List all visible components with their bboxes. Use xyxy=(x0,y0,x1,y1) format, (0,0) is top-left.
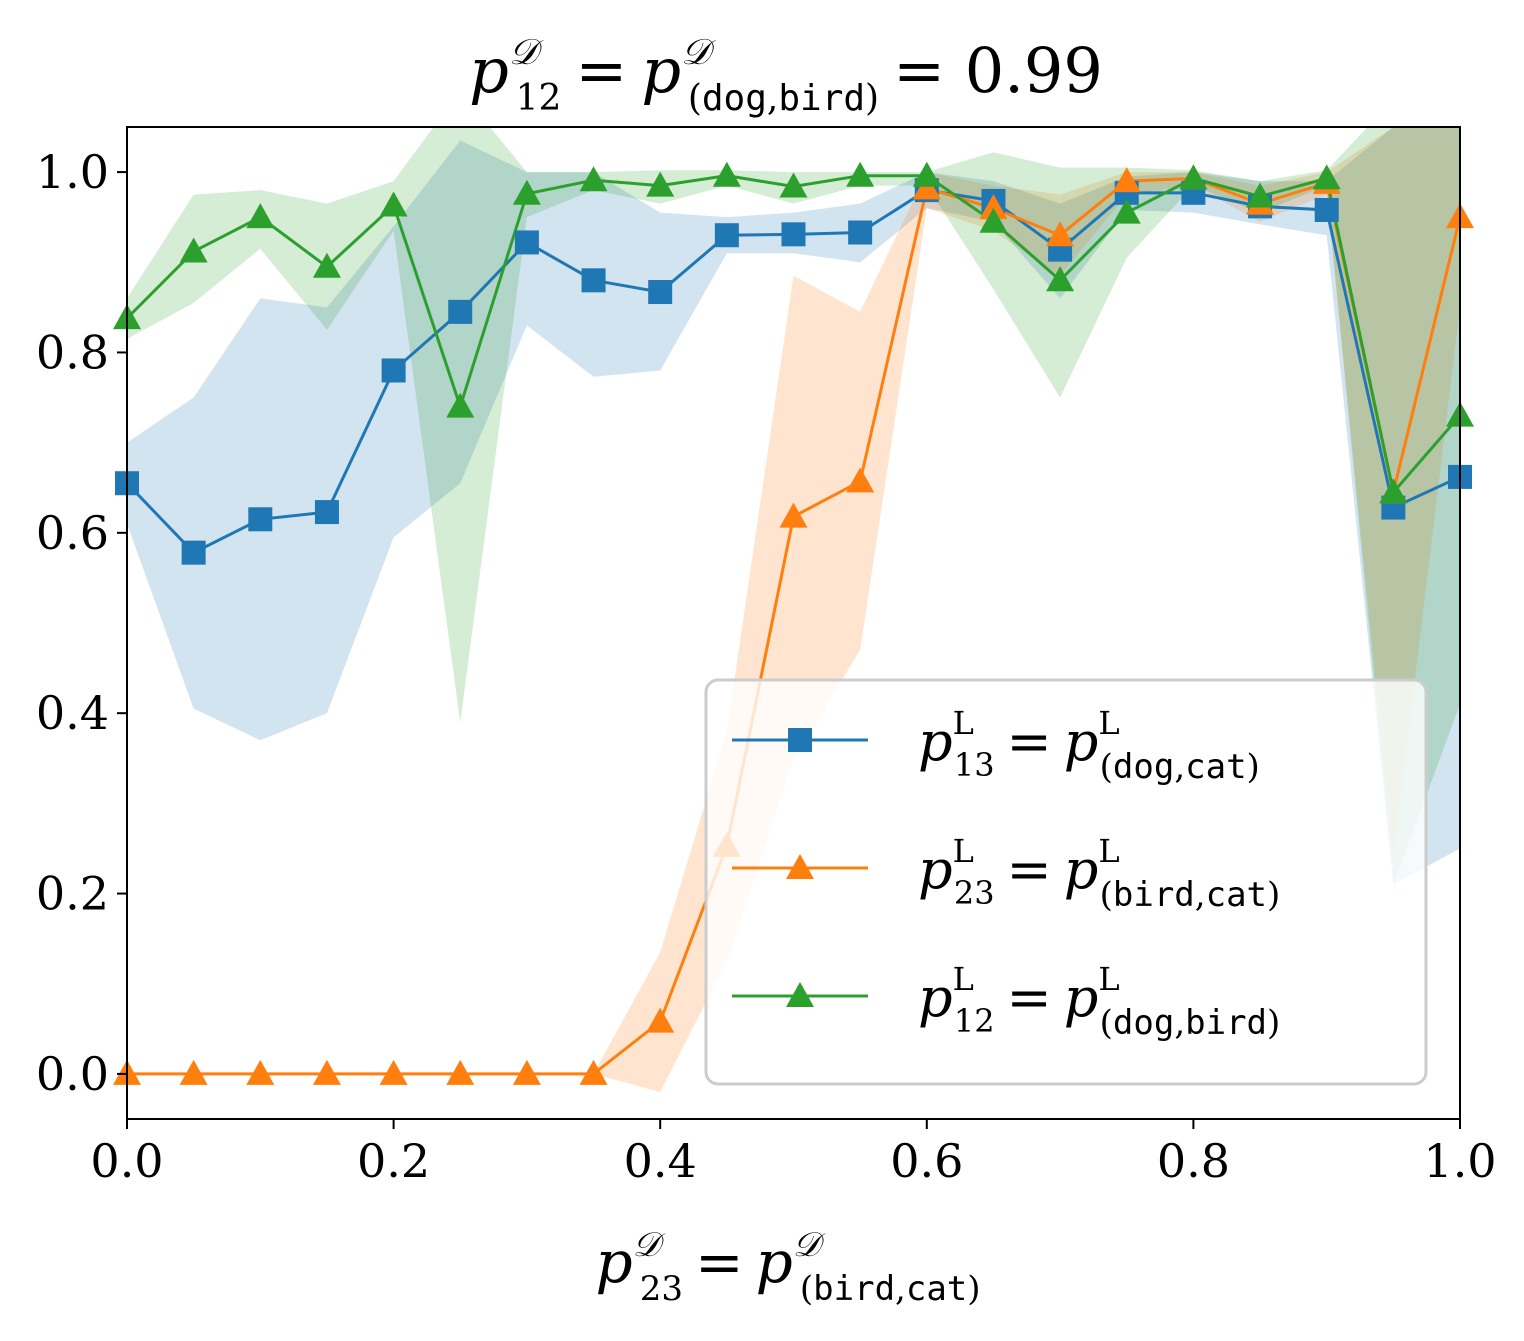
data-point xyxy=(379,1059,408,1085)
data-point xyxy=(646,1007,675,1033)
data-point xyxy=(246,203,275,229)
chart-title: p𝒟 12 = p𝒟 (dog,bird) = 0.99 xyxy=(469,32,1103,119)
x-tick-label: 0.4 xyxy=(624,1134,697,1188)
series-markers xyxy=(113,161,1474,1085)
data-point xyxy=(381,358,406,383)
legend-label: pL 12 = pL (dog,bird) xyxy=(918,960,1280,1043)
data-point xyxy=(1112,167,1141,193)
axes-frame xyxy=(126,126,1461,1120)
data-point xyxy=(579,1059,608,1085)
data-point xyxy=(448,299,473,324)
y-tick-label: 1.0 xyxy=(36,145,109,199)
y-tick-label: 0.4 xyxy=(36,686,109,740)
legend-label: pL 13 = pL (dog,cat) xyxy=(918,704,1260,787)
data-point xyxy=(312,1059,341,1085)
data-point xyxy=(712,161,741,187)
confidence-band-1 xyxy=(127,127,1460,1092)
data-point xyxy=(912,161,941,187)
x-tick-label: 0.8 xyxy=(1157,1134,1230,1188)
data-point xyxy=(314,500,339,525)
legend-label: pL 23 = pL (bird,cat) xyxy=(918,832,1280,915)
data-point xyxy=(714,223,739,248)
data-point xyxy=(979,207,1008,233)
x-tick-label: 1.0 xyxy=(1423,1134,1496,1188)
data-point xyxy=(648,280,673,305)
data-point xyxy=(446,392,475,418)
legend-marker xyxy=(786,982,814,1007)
data-point xyxy=(181,540,206,565)
data-point xyxy=(512,1059,541,1085)
data-point xyxy=(1046,266,1075,292)
data-point xyxy=(779,502,808,528)
data-point xyxy=(1379,478,1408,504)
legend-marker xyxy=(788,728,812,752)
data-point xyxy=(579,166,608,192)
data-point xyxy=(514,230,539,255)
data-point xyxy=(1312,164,1341,190)
data-point xyxy=(379,191,408,217)
legend-entry-1: pL 23 = pL (bird,cat) xyxy=(732,832,1280,915)
data-point xyxy=(1314,197,1339,222)
data-point xyxy=(846,161,875,187)
x-tick-label: 0.6 xyxy=(890,1134,963,1188)
data-point xyxy=(1179,164,1208,190)
data-point xyxy=(446,1059,475,1085)
x-axis-label: p𝒟 23 = p𝒟 (bird,cat) xyxy=(595,1225,980,1309)
data-point xyxy=(646,171,675,197)
data-point xyxy=(1112,198,1141,224)
data-point xyxy=(912,174,941,200)
y-tick-label: 0.2 xyxy=(36,867,109,921)
y-tick-label: 0.8 xyxy=(36,325,109,379)
data-point xyxy=(179,1059,208,1085)
y-tick-label: 0.6 xyxy=(36,506,109,560)
data-point xyxy=(512,179,541,205)
data-point xyxy=(848,220,873,245)
x-tick-label: 0.2 xyxy=(357,1134,430,1188)
x-axis-ticks: 0.0 0.2 0.4 0.6 0.8 1.0 xyxy=(90,1119,1497,1188)
data-point xyxy=(246,1059,275,1085)
data-point xyxy=(179,237,208,263)
data-point xyxy=(979,194,1008,220)
y-axis-ticks: 0.0 0.2 0.4 0.6 0.8 1.0 xyxy=(36,145,127,1101)
data-point xyxy=(1046,221,1075,247)
data-point xyxy=(779,172,808,198)
x-tick-label: 0.0 xyxy=(90,1134,163,1188)
legend: pL 13 = pL (dog,cat) pL 23 = pL (bird,cat) pL 12 = pL… xyxy=(704,678,1428,1086)
legend-entry-0: pL 13 = pL (dog,cat) xyxy=(732,704,1260,787)
data-point xyxy=(312,252,341,278)
data-point xyxy=(781,222,806,247)
legend-box xyxy=(704,678,1428,1086)
data-point xyxy=(846,467,875,493)
legend-entry-2: pL 12 = pL (dog,bird) xyxy=(732,960,1280,1043)
data-point xyxy=(581,268,606,293)
legend-marker xyxy=(786,854,814,879)
data-point xyxy=(1246,182,1275,208)
y-tick-label: 0.0 xyxy=(36,1047,109,1101)
data-point xyxy=(248,507,273,532)
